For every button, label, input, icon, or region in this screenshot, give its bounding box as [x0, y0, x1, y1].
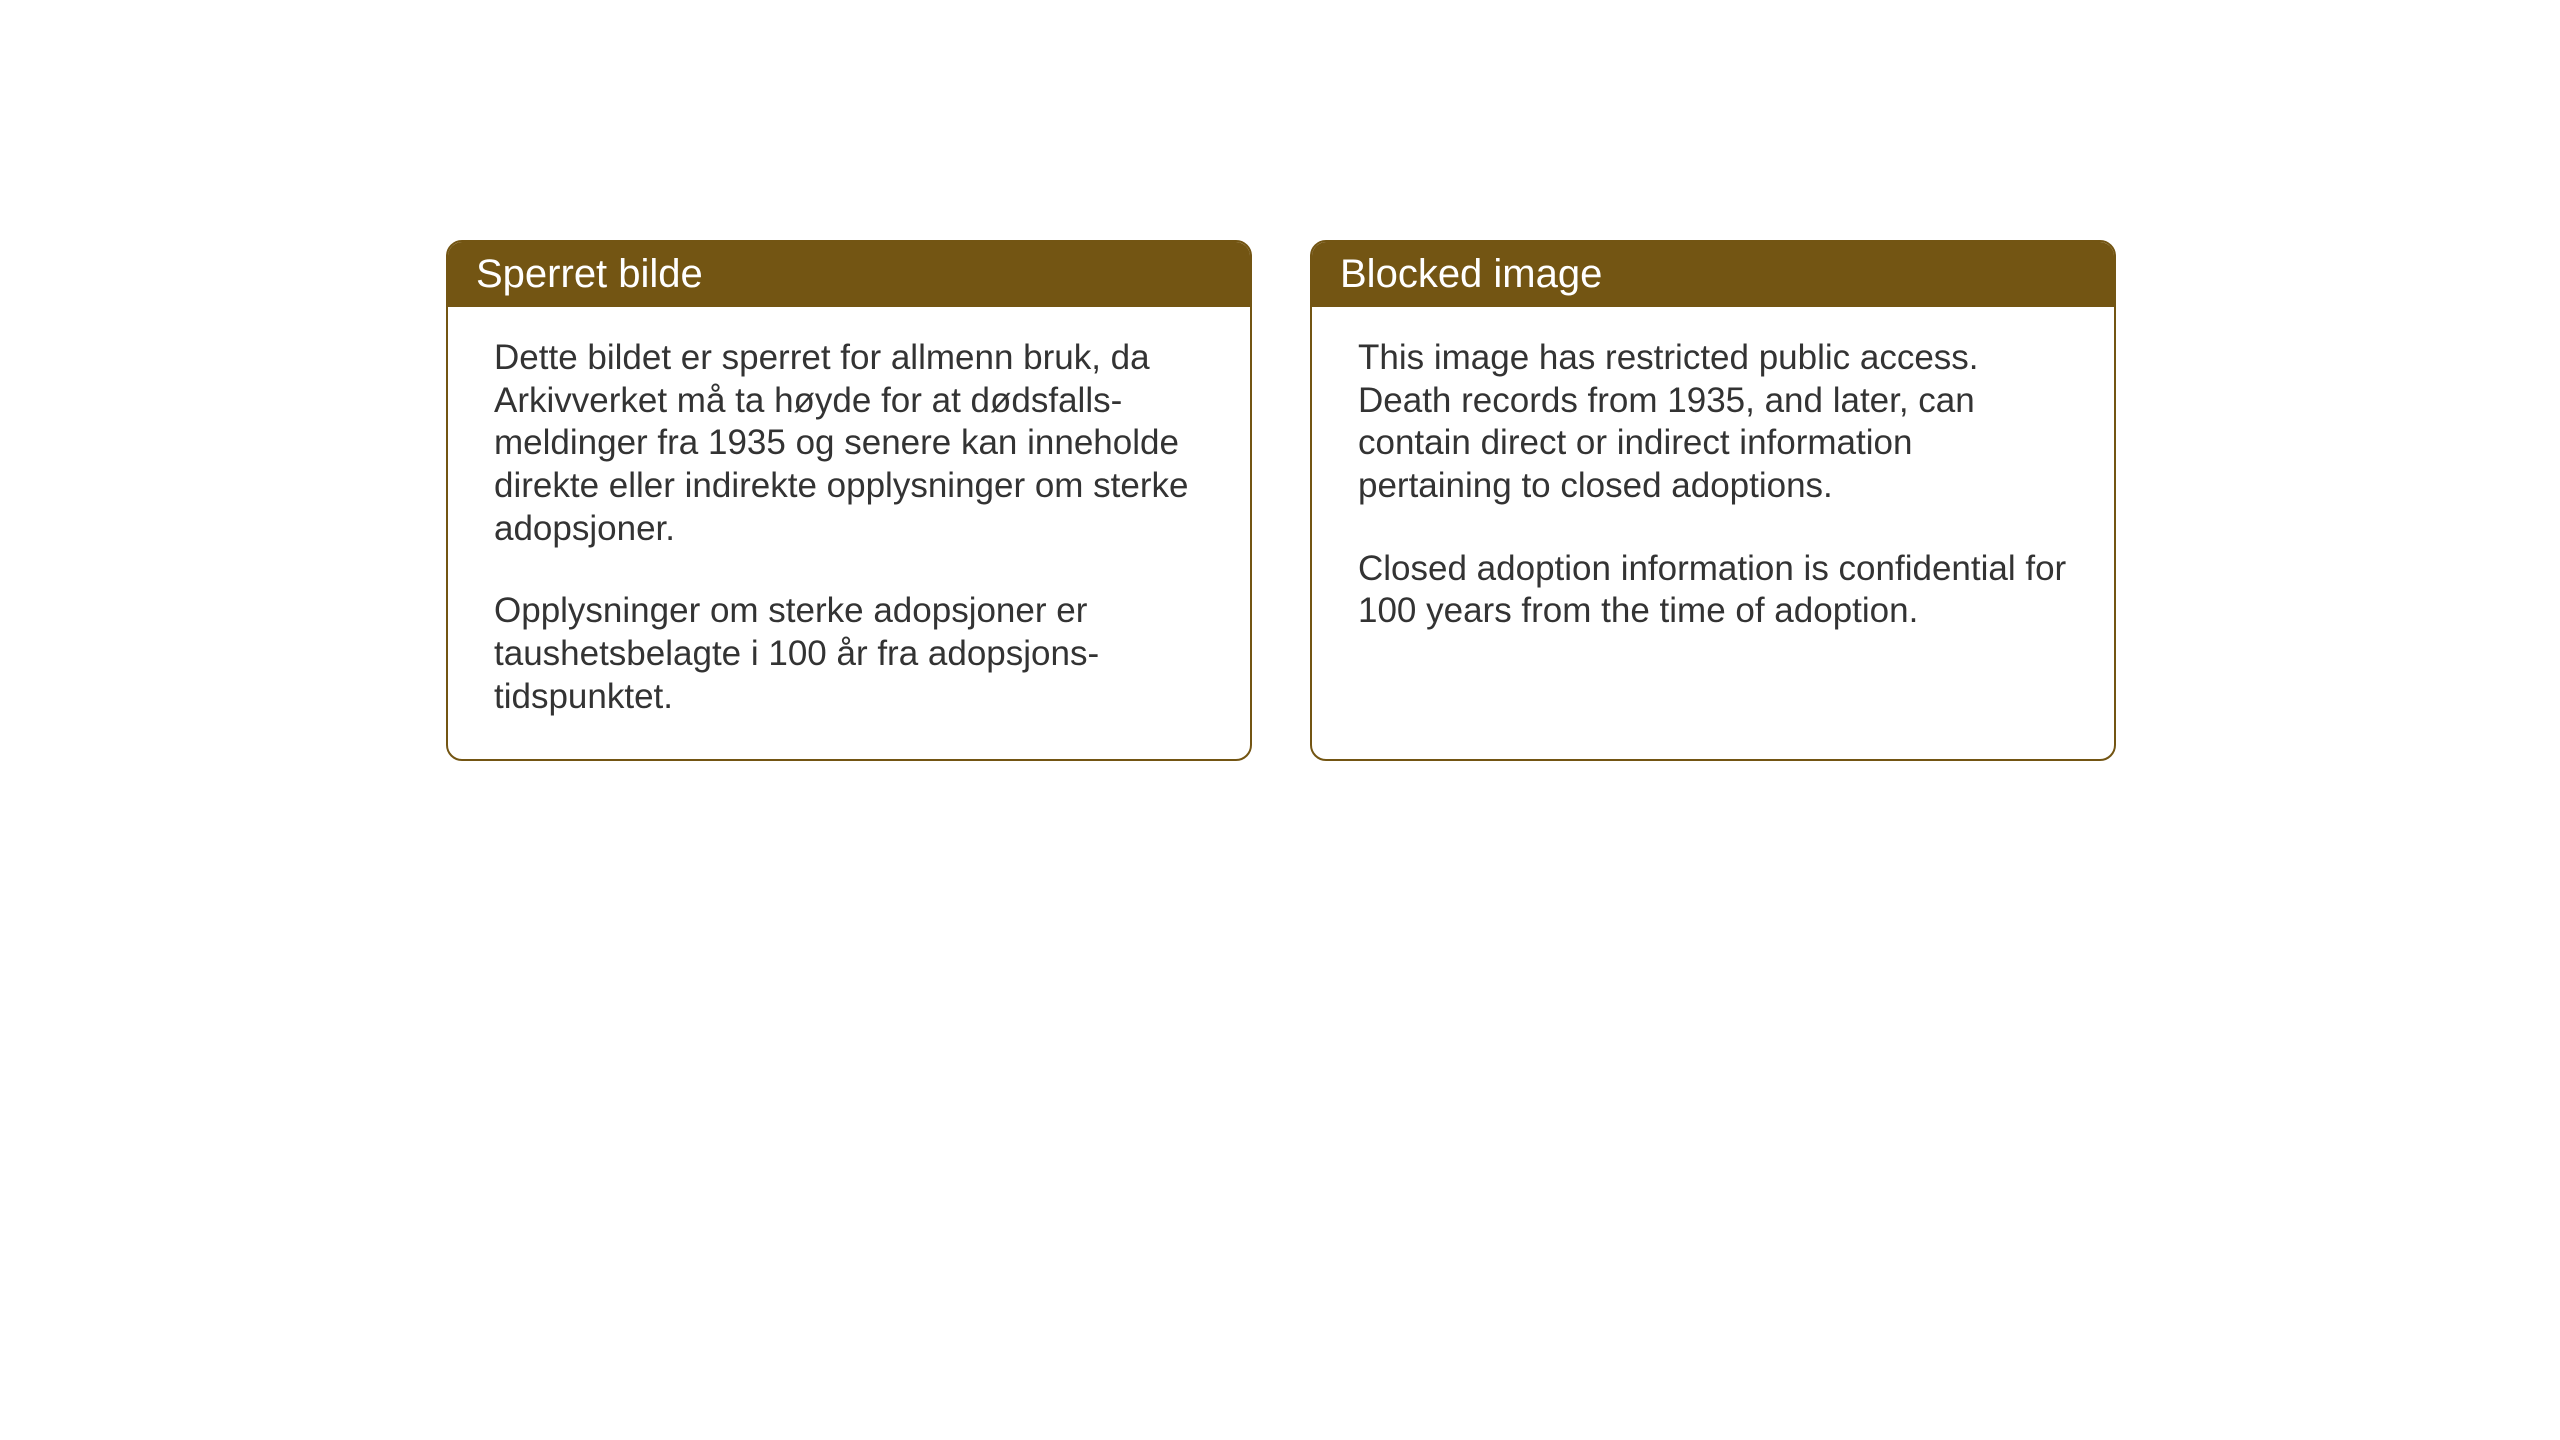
notice-container: Sperret bilde Dette bildet er sperret fo…	[446, 240, 2116, 761]
notice-card-norwegian: Sperret bilde Dette bildet er sperret fo…	[446, 240, 1252, 761]
notice-paragraph-2-english: Closed adoption information is confident…	[1358, 548, 2068, 633]
notice-title-english: Blocked image	[1340, 252, 1602, 296]
notice-body-norwegian: Dette bildet er sperret for allmenn bruk…	[448, 307, 1250, 759]
notice-title-norwegian: Sperret bilde	[476, 252, 703, 296]
notice-paragraph-2-norwegian: Opplysninger om sterke adopsjoner er tau…	[494, 590, 1204, 718]
notice-body-english: This image has restricted public access.…	[1312, 307, 2114, 727]
notice-header-english: Blocked image	[1312, 242, 2114, 307]
notice-paragraph-1-norwegian: Dette bildet er sperret for allmenn bruk…	[494, 337, 1204, 550]
notice-header-norwegian: Sperret bilde	[448, 242, 1250, 307]
notice-card-english: Blocked image This image has restricted …	[1310, 240, 2116, 761]
notice-paragraph-1-english: This image has restricted public access.…	[1358, 337, 2068, 508]
